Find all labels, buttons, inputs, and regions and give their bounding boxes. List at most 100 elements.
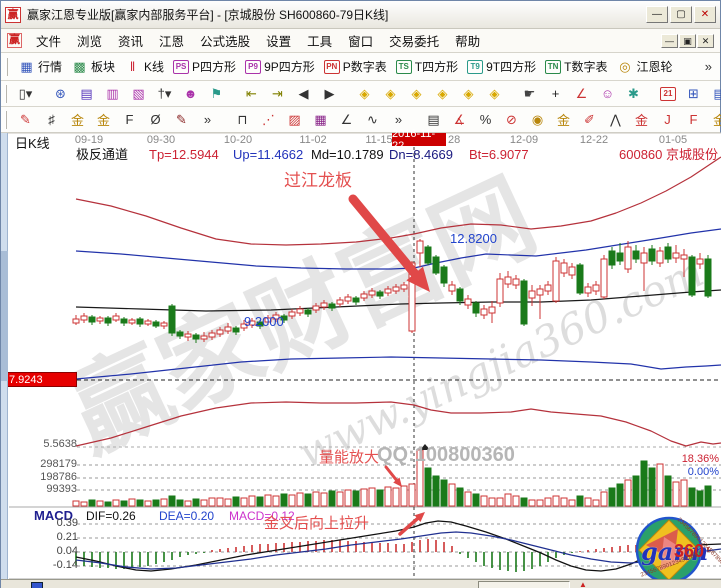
stats-table-tool-icon[interactable]: ▤ <box>422 110 445 129</box>
t-square-button[interactable]: TS T四方形 <box>393 57 461 76</box>
menu-item-4[interactable]: 江恩 <box>159 35 185 49</box>
circle-grid-icon[interactable]: Ø <box>144 110 167 129</box>
percent-circle-tool-icon[interactable]: ⊘ <box>500 110 523 129</box>
9p-square-button[interactable]: P9 9P四方形 <box>242 57 318 76</box>
close-button[interactable]: ✕ <box>694 6 716 23</box>
p-square-button[interactable]: PS P四方形 <box>170 57 239 76</box>
hand-tool-icon[interactable]: ☛ <box>518 84 541 103</box>
brush-tool-icon[interactable]: ✎ <box>14 110 37 129</box>
diamond-arrow-h-icon[interactable]: ◈ <box>405 84 428 103</box>
t-square-button-glyph: TS <box>395 59 412 74</box>
face-tool-icon[interactable]: ☺ <box>596 84 619 103</box>
window-title: 赢家江恩专业版[赢家内部服务平台] - [京城股份 SH600860-79日K线… <box>27 8 389 22</box>
menu-item-5[interactable]: 公式选股 <box>200 35 251 49</box>
calculator-icon-glyph: ⊞ <box>688 85 699 101</box>
flag-tool-icon[interactable]: ⚑ <box>205 84 228 103</box>
brush-tool-2-icon[interactable]: ✎ <box>170 110 193 129</box>
overflow-2-glyph: » <box>394 112 403 127</box>
mdi-minimize-button[interactable]: — <box>661 33 678 48</box>
hand-tool-icon-glyph: ☛ <box>523 85 536 101</box>
sphere-tool-icon[interactable]: ⊛ <box>49 84 72 103</box>
left-scrollbar[interactable] <box>1 133 8 579</box>
crosshair-tool-icon[interactable]: + <box>544 84 567 103</box>
gold-line-tool-icon[interactable]: 金 <box>552 110 575 129</box>
restore-button[interactable]: ▢ <box>670 6 692 23</box>
percent-slope-tool-icon[interactable]: ∡ <box>448 110 471 129</box>
wave-tool-icon[interactable]: ∿ <box>361 110 384 129</box>
angle-measure-icon[interactable]: ∠ <box>570 84 593 103</box>
ruler-brush-tool-icon[interactable]: ✐ <box>578 110 601 129</box>
f-grid-icon[interactable]: F <box>118 110 141 129</box>
nav-first-button[interactable]: ⇤ <box>240 84 263 103</box>
t-number-table-button[interactable]: TN T数字表 <box>542 57 610 76</box>
mdi-restore-button[interactable]: ▣ <box>679 33 696 48</box>
kline-period-dropdown[interactable]: ▯▾ <box>14 84 37 103</box>
j-angle-tool-icon[interactable]: J <box>656 110 679 129</box>
menu-item-10[interactable]: 帮助 <box>455 35 481 49</box>
diamond-arrow-all-icon[interactable]: ◈ <box>483 84 506 103</box>
minimize-button[interactable]: — <box>646 6 668 23</box>
gold-circle-tool-icon-glyph: ◉ <box>531 111 544 127</box>
diamond-arrow-right-icon-glyph: ◈ <box>385 85 396 101</box>
gold-grid-1-icon[interactable]: 金 <box>66 110 89 129</box>
menu-item-8[interactable]: 窗口 <box>348 35 374 49</box>
nav-last-button[interactable]: ⇥ <box>266 84 289 103</box>
app-icon: 赢 <box>5 6 21 23</box>
9t-square-button[interactable]: T9 9T四方形 <box>464 57 539 76</box>
diamond-arrow-left-icon[interactable]: ◈ <box>353 84 376 103</box>
toolbar-grip[interactable] <box>5 110 7 129</box>
ray-fan-tool-icon-glyph: ⋰ <box>262 111 275 127</box>
toolbar-grip[interactable] <box>5 84 7 103</box>
diamond-arrow-v-icon[interactable]: ◈ <box>431 84 454 103</box>
multi-chart-3-icon[interactable]: ▥ <box>101 84 124 103</box>
overflow-1[interactable]: » <box>196 110 219 129</box>
diamond-arrow-right-icon[interactable]: ◈ <box>379 84 402 103</box>
calendar-21-icon[interactable]: 21 <box>657 86 679 102</box>
notebook-icon[interactable]: ▤ <box>708 84 721 103</box>
menu-item-2[interactable]: 浏览 <box>77 35 103 49</box>
nav-next-button-glyph: ▶ <box>324 85 335 101</box>
gold-angle-tool-icon[interactable]: 金 <box>708 110 721 129</box>
ray-fan-tool-icon[interactable]: ⋰ <box>257 110 280 129</box>
gold-grid-2-icon[interactable]: 金 <box>92 110 115 129</box>
angle-line-tool-icon[interactable]: ∠ <box>335 110 358 129</box>
menu-item-6[interactable]: 设置 <box>266 35 292 49</box>
gold-angle-tool-icon-glyph: 金 <box>712 113 721 128</box>
wave-band-tool-icon[interactable]: ⋀ <box>604 110 627 129</box>
menu-item-7[interactable]: 工具 <box>307 35 333 49</box>
f-angle-tool-icon[interactable]: F <box>682 110 705 129</box>
multi-chart-9-icon[interactable]: ▧ <box>127 84 150 103</box>
kline-button[interactable]: ‖ K线 <box>121 57 167 76</box>
percent-tool-icon[interactable]: % <box>474 110 497 129</box>
gold-line-tool-icon-glyph: 金 <box>556 113 570 128</box>
nav-prev-button[interactable]: ◀ <box>292 84 315 103</box>
p-number-table-button[interactable]: PN P数字表 <box>321 57 390 76</box>
nav-next-button[interactable]: ▶ <box>318 84 341 103</box>
toolbar-overflow-chevron[interactable]: » <box>704 59 712 74</box>
menu-item-9[interactable]: 交易委托 <box>389 35 440 49</box>
channel-lines-layer <box>75 156 721 447</box>
market-quotes-button[interactable]: ▦ 行情 <box>15 57 65 76</box>
note-tool-icon[interactable]: ▤ <box>75 84 98 103</box>
overflow-2[interactable]: » <box>387 110 410 129</box>
matrix-tool-1-icon[interactable]: ▨ <box>283 110 306 129</box>
calculator-icon[interactable]: ⊞ <box>682 84 705 103</box>
menu-item-3[interactable]: 资讯 <box>118 35 144 49</box>
mdi-close-button[interactable]: ✕ <box>697 33 714 48</box>
sectors-button[interactable]: ▩ 板块 <box>68 57 118 76</box>
candle-style-dropdown[interactable]: †▾ <box>153 84 176 103</box>
gold-underline-tool-icon[interactable]: 金 <box>630 110 653 129</box>
diamond-arrow-cross-icon[interactable]: ◈ <box>457 84 480 103</box>
f-angle-tool-icon-glyph: F <box>689 112 698 127</box>
gold-circle-tool-icon[interactable]: ◉ <box>526 110 549 129</box>
brain-tool-icon[interactable]: ✱ <box>622 84 645 103</box>
grid-tool-icon[interactable]: ♯ <box>40 110 63 129</box>
matrix-tool-2-icon[interactable]: ▦ <box>309 110 332 129</box>
calendar-21-icon-glyph: 21 <box>660 86 676 101</box>
toolbar-grip[interactable] <box>5 57 8 76</box>
panda-tool-icon[interactable]: ☻ <box>179 84 202 103</box>
menu-item-1[interactable]: 文件 <box>36 35 62 49</box>
frame-tool-icon[interactable]: ⊓ <box>231 110 254 129</box>
gann-wheel-button[interactable]: ◎ 江恩轮 <box>613 57 675 76</box>
